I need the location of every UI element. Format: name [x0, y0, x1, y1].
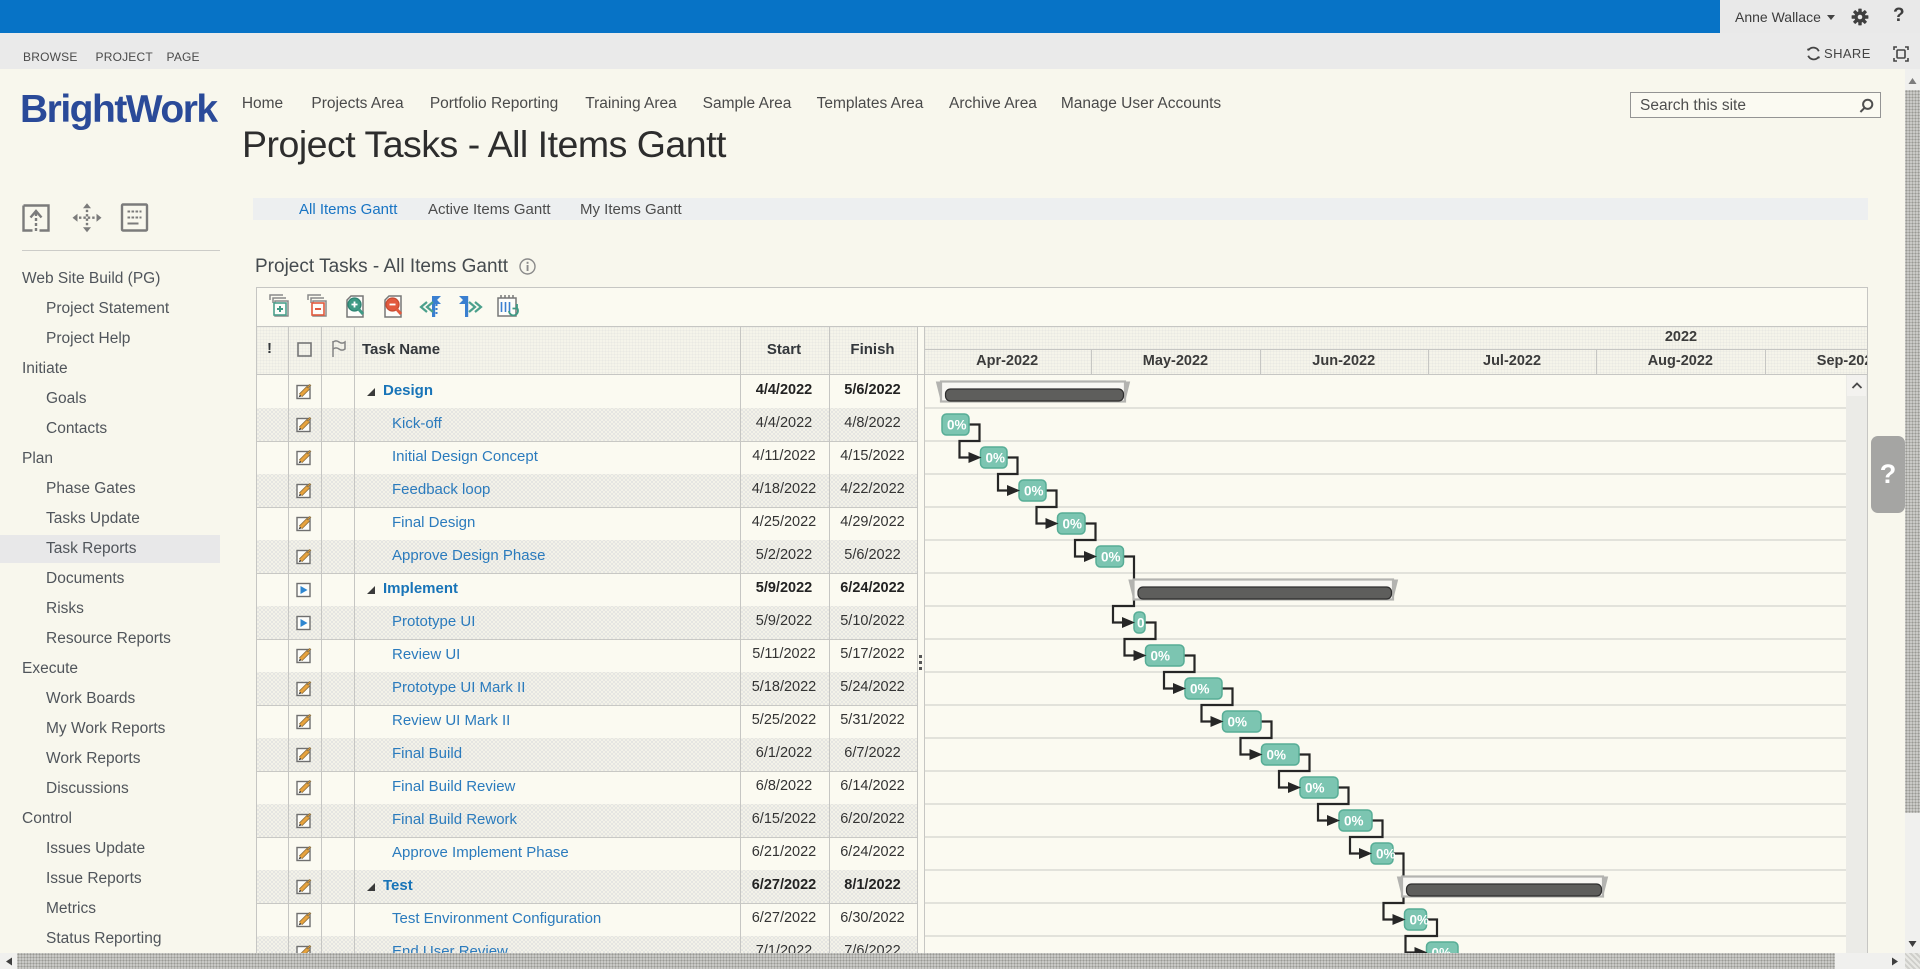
svg-text:0%: 0% — [1190, 682, 1210, 697]
svg-text:0%: 0% — [1267, 748, 1287, 763]
svg-text:0%: 0% — [1344, 814, 1364, 829]
svg-text:0%: 0% — [1228, 715, 1248, 730]
svg-text:0%: 0% — [986, 451, 1006, 466]
svg-text:0%: 0% — [1410, 913, 1430, 928]
svg-text:0%: 0% — [1376, 847, 1396, 862]
svg-text:0%: 0% — [1063, 517, 1083, 532]
svg-text:0%: 0% — [1024, 484, 1044, 499]
svg-text:0%: 0% — [1432, 946, 1452, 954]
svg-text:0%: 0% — [1151, 649, 1171, 664]
svg-text:0%: 0% — [1137, 616, 1157, 631]
svg-text:0%: 0% — [1101, 550, 1121, 565]
svg-text:0%: 0% — [1305, 781, 1325, 796]
svg-text:0%: 0% — [947, 418, 967, 433]
